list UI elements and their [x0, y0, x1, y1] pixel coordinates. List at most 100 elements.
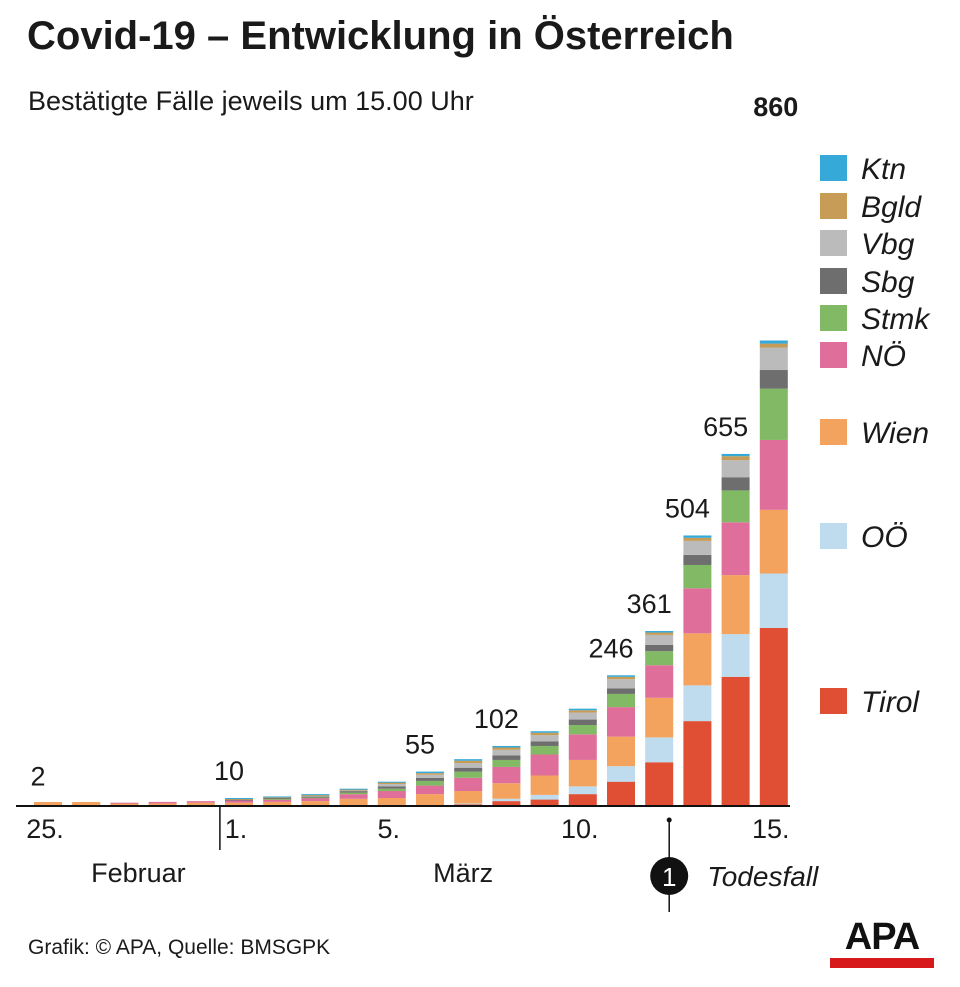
- bar-segment-stmk-11: [416, 780, 444, 786]
- bar-segment-wien-9: [339, 798, 368, 805]
- bar-segment-ooe-16: [607, 766, 635, 782]
- bar-segment-bgld-9: [339, 789, 368, 791]
- bar-segment-stmk-15: [568, 724, 597, 735]
- chart-title: Covid-19 – Entwicklung in Österreich: [27, 14, 734, 58]
- death-annotation-text: Todesfall: [707, 861, 819, 892]
- bar-segment-wien-13: [492, 783, 521, 799]
- legend-label-stmk: Stmk: [861, 303, 931, 336]
- bar-segment-wien-4: [148, 803, 177, 805]
- bar-segment-vbg-13: [492, 749, 521, 756]
- bar-segment-sbg-20: [759, 370, 788, 389]
- legend-swatch-stmk: [820, 305, 847, 331]
- legend-label-vbg: Vbg: [861, 228, 915, 261]
- bar-segment-bgld-17: [645, 632, 674, 635]
- bar-segment-vbg-18: [683, 540, 712, 555]
- bar-segment-ktn-19: [721, 453, 750, 457]
- bar-segment-wien-12: [454, 791, 483, 804]
- bar-segment-noe-10: [377, 791, 406, 799]
- source-credit: Grafik: © APA, Quelle: BMSGPK: [28, 936, 331, 959]
- legend-label-wien: Wien: [861, 417, 929, 450]
- total-label-16: 361: [627, 589, 672, 619]
- bar-segment-sbg-6: [225, 799, 253, 801]
- total-label-15: 246: [588, 633, 633, 663]
- legend-swatch-tirol: [820, 688, 847, 714]
- x-tick-label-5: 1.: [225, 814, 248, 844]
- bar-segment-ktn-20: [759, 340, 788, 344]
- bar-segment-vbg-17: [645, 634, 674, 645]
- legend-swatch-ooe: [820, 523, 847, 549]
- bar-segment-bgld-15: [568, 710, 597, 713]
- bar-segment-wien-17: [645, 697, 674, 738]
- legend-label-noe: NÖ: [861, 340, 906, 373]
- bar-segment-sbg-11: [416, 777, 444, 781]
- bar-segment-wien-8: [301, 801, 330, 805]
- bar-segment-vbg-12: [454, 763, 483, 768]
- death-badge: [650, 857, 689, 895]
- bar-segment-vbg-9: [339, 790, 368, 792]
- bar-segment-bgld-12: [454, 760, 483, 764]
- bar-segment-wien-3: [110, 803, 139, 805]
- legend-swatch-vbg: [820, 230, 847, 256]
- bar-segment-ktn-17: [645, 631, 674, 633]
- bar-segment-sbg-16: [607, 688, 635, 694]
- x-tick-label-14: 10.: [561, 814, 599, 844]
- bar-segment-tirol-17: [645, 762, 674, 805]
- bar-segment-noe-12: [454, 777, 483, 792]
- bar-segment-ktn-10: [377, 781, 406, 783]
- bar-segment-bgld-8: [301, 794, 330, 796]
- legend-label-ooe: OÖ: [861, 521, 908, 554]
- bar-segment-ooe-19: [721, 634, 750, 677]
- bar-segment-wien-18: [683, 633, 712, 686]
- total-label-18: 655: [703, 412, 748, 442]
- month-label-februar: Februar: [91, 858, 186, 888]
- bar-segment-noe-5: [186, 801, 215, 803]
- bar-segment-tirol-15: [568, 794, 597, 805]
- x-tick-label-19: 15.: [752, 814, 790, 844]
- bar-segment-noe-9: [339, 794, 368, 799]
- bar-segment-sbg-17: [645, 644, 674, 652]
- legend-swatch-noe: [820, 342, 847, 368]
- bar-segment-stmk-8: [301, 797, 330, 799]
- bar-segment-tirol-19: [721, 676, 750, 805]
- bar-segment-ooe-15: [568, 786, 597, 795]
- total-label-19: 860: [753, 92, 798, 122]
- bar-segment-noe-15: [568, 734, 597, 760]
- bar-segment-stmk-12: [454, 771, 483, 778]
- bar-segment-noe-20: [759, 439, 788, 510]
- bar-segment-tirol-12: [454, 804, 483, 806]
- total-label-10: 55: [405, 730, 435, 760]
- bar-segment-tirol-13: [492, 801, 521, 805]
- bar-segment-noe-3: [110, 802, 139, 804]
- bar-segment-sbg-7: [263, 798, 292, 800]
- bar-segment-bgld-7: [263, 797, 292, 799]
- bar-segment-wien-14: [530, 775, 559, 795]
- bar-segment-sbg-12: [454, 767, 483, 772]
- bar-segment-wien-11: [416, 794, 444, 805]
- bar-segment-vbg-19: [721, 460, 750, 478]
- bar-segment-stmk-9: [339, 792, 368, 795]
- bar-segment-ktn-9: [339, 788, 368, 790]
- month-label-märz: März: [433, 858, 493, 888]
- bar-segment-vbg-8: [301, 795, 330, 797]
- bar-segment-ooe-20: [759, 573, 788, 628]
- bar-segment-wien-20: [759, 509, 788, 574]
- bar-segment-noe-11: [416, 785, 444, 795]
- bar-segment-vbg-16: [607, 679, 635, 689]
- bar-segment-sbg-8: [301, 796, 330, 798]
- bar-segment-ktn-8: [301, 794, 330, 796]
- total-label-17: 504: [665, 493, 710, 523]
- legend-swatch-sbg: [820, 268, 847, 294]
- bar-segment-stmk-18: [683, 564, 712, 589]
- bar-segment-ktn-6: [225, 798, 253, 800]
- bar-segment-stmk-19: [721, 490, 750, 523]
- bar-segment-wien-15: [568, 759, 597, 787]
- legend-label-bgld: Bgld: [861, 191, 922, 224]
- total-label-5: 10: [214, 756, 244, 786]
- bar-segment-noe-18: [683, 588, 712, 634]
- bar-segment-vbg-11: [416, 774, 444, 778]
- legend-swatch-ktn: [820, 155, 847, 181]
- legend-swatch-wien: [820, 419, 847, 445]
- bar-segment-sbg-14: [530, 741, 559, 746]
- bar-segment-ktn-11: [416, 771, 444, 774]
- bar-segment-bgld-16: [607, 676, 635, 680]
